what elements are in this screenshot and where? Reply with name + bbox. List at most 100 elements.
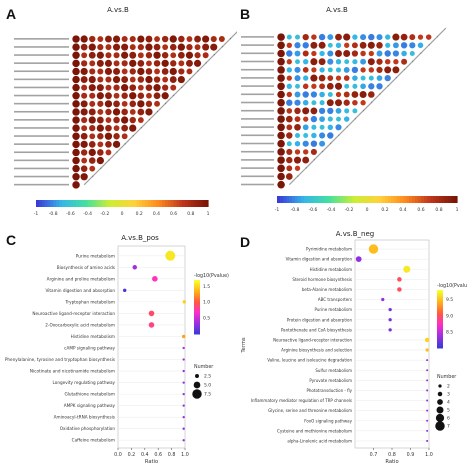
row-label-mark	[14, 135, 69, 137]
correlation-cell	[72, 75, 80, 84]
correlation-cell	[177, 51, 185, 59]
correlation-cell	[113, 92, 120, 99]
correlation-cell	[326, 99, 334, 107]
color-legend-segment	[437, 295, 443, 299]
category-label: Arginine and proline metabolism	[47, 276, 115, 281]
correlation-cell	[161, 35, 169, 43]
correlation-cell	[105, 52, 112, 59]
correlation-cell	[327, 58, 334, 65]
correlation-cell	[81, 92, 88, 99]
correlation-cell	[302, 33, 309, 41]
color-legend-tick: 1.0	[203, 300, 210, 306]
correlation-cell	[277, 156, 285, 164]
correlation-cell	[97, 36, 104, 42]
color-legend-segment	[194, 307, 200, 310]
correlation-cell	[89, 35, 96, 43]
correlation-cell	[185, 59, 193, 67]
correlation-cell	[294, 149, 301, 155]
correlation-cell	[351, 50, 359, 57]
colorbar-segment	[367, 196, 371, 203]
column-label-mark	[221, 37, 232, 48]
color-legend-segment	[194, 285, 200, 288]
correlation-cell	[294, 50, 301, 57]
correlation-cell	[360, 50, 366, 57]
data-point	[182, 427, 185, 430]
category-label: Phenylalanine, tyrosine and tryptophan b…	[5, 357, 115, 362]
row-label-mark	[241, 52, 274, 55]
column-label-mark	[205, 53, 216, 64]
data-point	[426, 439, 429, 442]
correlation-cell	[97, 149, 104, 156]
colorbar-segment	[349, 196, 353, 203]
data-point	[397, 277, 402, 282]
row-label-mark	[241, 109, 274, 112]
color-legend-segment	[437, 324, 443, 328]
y-axis-label: Terms	[241, 337, 247, 354]
correlation-cell	[310, 58, 318, 66]
panel-b-label: B	[240, 6, 251, 22]
column-label-mark	[436, 27, 447, 38]
correlation-cell	[277, 131, 285, 140]
category-label: Nicotinate and nicotinamide metabolism	[30, 369, 115, 374]
correlation-cell	[319, 132, 326, 139]
correlation-cell	[302, 107, 310, 115]
correlation-cell	[104, 59, 112, 67]
correlation-cell	[277, 180, 285, 189]
colorbar-segment	[445, 196, 449, 203]
correlation-cell	[105, 84, 112, 91]
correlation-cell	[121, 43, 129, 51]
correlation-cell	[97, 44, 104, 51]
colorbar-segment	[124, 200, 129, 207]
correlation-cell	[286, 165, 293, 172]
column-label-mark	[379, 85, 389, 95]
correlation-cell	[97, 76, 104, 83]
colorbar-segment	[41, 200, 46, 207]
correlation-cell	[113, 60, 120, 67]
correlation-cell	[72, 140, 80, 149]
correlation-cell	[80, 165, 88, 172]
correlation-cell	[384, 66, 392, 74]
correlation-cell	[319, 91, 325, 98]
correlation-cell	[129, 100, 137, 108]
correlation-cell	[368, 91, 375, 98]
row-label-mark	[241, 150, 274, 153]
correlation-cell	[295, 83, 300, 89]
correlation-cell	[302, 99, 309, 106]
correlation-cell	[393, 59, 399, 65]
correlation-cell	[294, 66, 301, 73]
correlation-cell	[72, 116, 80, 124]
colorbar-segment	[289, 196, 293, 203]
correlation-cell	[327, 107, 334, 115]
color-legend-segment	[194, 314, 200, 317]
correlation-cell	[352, 83, 358, 89]
correlation-cell	[89, 133, 96, 140]
row-label-mark	[14, 70, 69, 73]
correlation-cell	[294, 140, 301, 147]
colorbar-segment	[319, 196, 323, 203]
correlation-cell	[81, 60, 88, 67]
colorbar-segment	[283, 196, 287, 203]
correlation-cell	[293, 156, 302, 164]
colorbar-segment	[127, 200, 132, 207]
correlation-cell	[145, 108, 153, 116]
colorbar-segment	[130, 200, 135, 207]
correlation-cell	[121, 92, 128, 99]
correlation-cell	[137, 84, 144, 91]
correlation-cell	[277, 41, 285, 50]
row-label-mark	[14, 54, 69, 56]
correlation-cell	[343, 33, 351, 41]
correlation-cell	[72, 173, 80, 181]
correlation-cell	[80, 108, 88, 116]
correlation-cell	[137, 117, 144, 123]
colorbar-segment	[439, 196, 443, 203]
color-legend-segment	[194, 323, 200, 326]
correlation-cell	[303, 149, 309, 155]
colorbar-tick-label: -0.6	[66, 211, 75, 217]
correlation-cell	[352, 99, 358, 106]
color-legend-segment	[437, 290, 443, 293]
color-legend-segment	[194, 290, 200, 294]
correlation-cell	[343, 50, 351, 57]
colorbar-segment	[331, 196, 335, 203]
correlation-cell	[88, 157, 96, 164]
correlation-cell	[186, 36, 193, 42]
